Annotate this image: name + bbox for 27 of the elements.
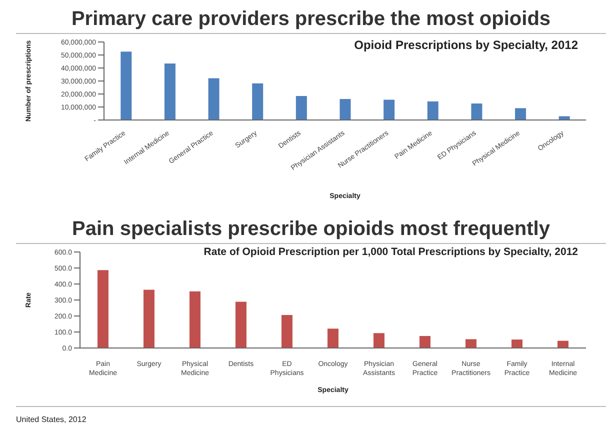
chart-title: Pain specialists prescribe opioids most frequently [16, 218, 606, 244]
bar [465, 339, 476, 348]
bar [557, 340, 568, 348]
bar [427, 101, 438, 120]
bar [189, 291, 200, 348]
bar [511, 340, 522, 348]
bar [340, 98, 351, 120]
bar [471, 103, 482, 120]
bar [97, 270, 108, 348]
bar [143, 290, 154, 348]
bar [281, 315, 292, 348]
bar [296, 96, 307, 120]
bar [208, 78, 220, 120]
bar [558, 116, 570, 120]
chart-title: Primary care providers prescribe the most opioids [16, 8, 606, 34]
bar [419, 336, 430, 348]
bar [384, 100, 395, 120]
chart-subtitle: Rate of Opioid Prescription per 1,000 Total Prescriptions by Specialty, 2012 [204, 246, 578, 258]
bar [235, 302, 246, 348]
chart-subtitle: Opioid Prescriptions by Specialty, 2012 [354, 38, 578, 52]
bar [164, 63, 176, 120]
bar [252, 83, 264, 120]
bar [373, 333, 384, 348]
bar [120, 52, 132, 120]
bar [515, 108, 526, 120]
bar [327, 328, 338, 348]
text: United States, 2012 [16, 406, 606, 424]
